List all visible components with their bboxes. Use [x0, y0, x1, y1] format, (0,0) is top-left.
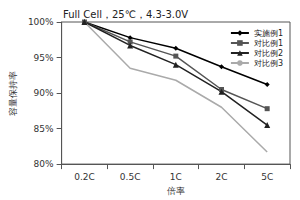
svg-text:2C: 2C	[215, 172, 227, 182]
svg-text:实施例1: 实施例1	[254, 29, 283, 38]
svg-text:Full Cell，25℃，4.3-3.0V: Full Cell，25℃，4.3-3.0V	[63, 9, 188, 20]
svg-text:倍率: 倍率	[167, 186, 185, 196]
svg-text:对比例3: 对比例3	[254, 59, 283, 68]
svg-text:对比例1: 对比例1	[254, 39, 283, 48]
svg-text:95%: 95%	[34, 53, 54, 63]
svg-text:1C: 1C	[170, 172, 182, 182]
svg-text:100%: 100%	[28, 17, 54, 27]
svg-text:5C: 5C	[261, 172, 273, 182]
svg-text:容量保持率: 容量保持率	[8, 71, 18, 116]
svg-text:85%: 85%	[34, 124, 54, 134]
svg-text:0.2C: 0.2C	[74, 172, 95, 182]
svg-text:90%: 90%	[34, 88, 54, 98]
svg-text:0.5C: 0.5C	[120, 172, 141, 182]
svg-text:对比例2: 对比例2	[254, 49, 283, 58]
svg-text:80%: 80%	[34, 159, 54, 169]
